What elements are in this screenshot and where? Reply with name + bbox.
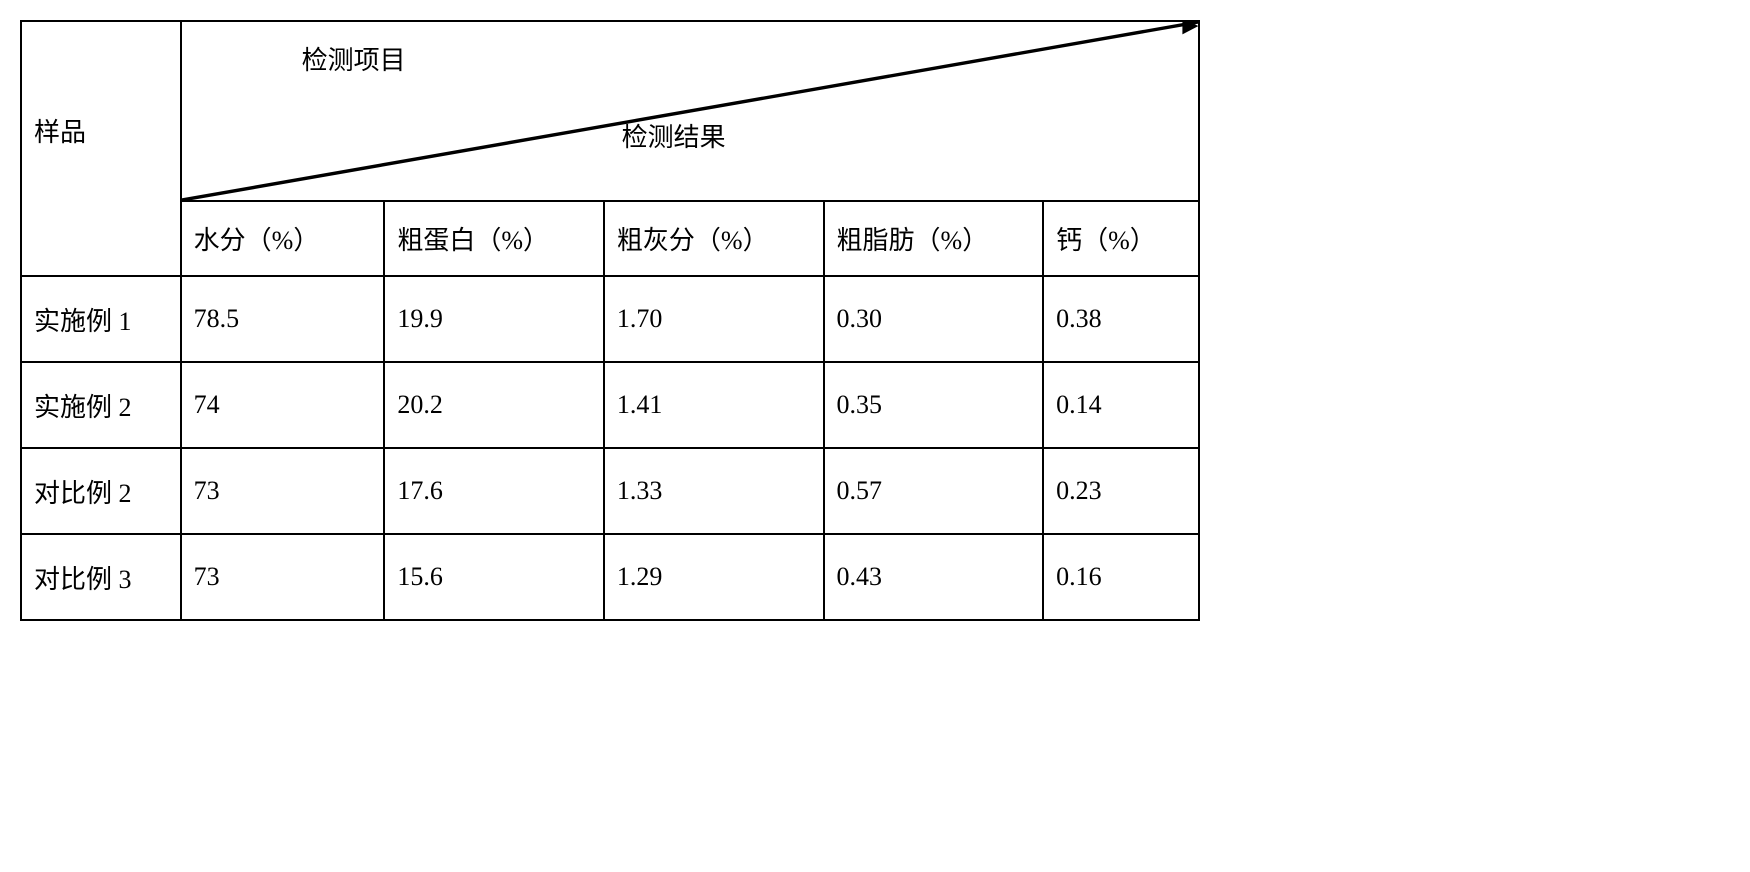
cell-value: 1.41	[604, 362, 824, 448]
sample-label: 样品	[34, 118, 86, 147]
column-header-fat: 粗脂肪（%）	[824, 201, 1044, 276]
column-header-protein: 粗蛋白（%）	[384, 201, 604, 276]
cell-value: 0.43	[824, 534, 1044, 620]
cell-value: 0.14	[1043, 362, 1199, 448]
cell-sample: 实施例 2	[21, 362, 181, 448]
cell-value: 0.23	[1043, 448, 1199, 534]
cell-value: 73	[181, 448, 385, 534]
table-row: 对比例 3 73 15.6 1.29 0.43 0.16	[21, 534, 1199, 620]
detection-results-label: 检测结果	[622, 117, 726, 154]
cell-value: 1.70	[604, 276, 824, 362]
table-row: 实施例 1 78.5 19.9 1.70 0.30 0.38	[21, 276, 1199, 362]
cell-sample: 实施例 1	[21, 276, 181, 362]
cell-value: 0.38	[1043, 276, 1199, 362]
cell-value: 78.5	[181, 276, 385, 362]
diagonal-header-cell: 检测项目 检测结果	[181, 21, 1199, 201]
column-header-moisture: 水分（%）	[181, 201, 385, 276]
cell-sample: 对比例 3	[21, 534, 181, 620]
cell-value: 73	[181, 534, 385, 620]
cell-value: 0.30	[824, 276, 1044, 362]
table-row: 实施例 2 74 20.2 1.41 0.35 0.14	[21, 362, 1199, 448]
cell-value: 17.6	[384, 448, 604, 534]
cell-value: 0.57	[824, 448, 1044, 534]
cell-value: 19.9	[384, 276, 604, 362]
column-header-calcium: 钙（%）	[1043, 201, 1199, 276]
cell-value: 20.2	[384, 362, 604, 448]
column-header-ash: 粗灰分（%）	[604, 201, 824, 276]
cell-value: 15.6	[384, 534, 604, 620]
cell-sample: 对比例 2	[21, 448, 181, 534]
cell-value: 74	[181, 362, 385, 448]
header-row-1: 样品 检测项目 检测结果	[21, 21, 1199, 201]
cell-value: 1.29	[604, 534, 824, 620]
sample-header-cell: 样品	[21, 21, 181, 276]
cell-value: 1.33	[604, 448, 824, 534]
results-table: 样品 检测项目 检测结果 水分（%） 粗蛋白（%） 粗灰分（%） 粗脂肪（%） …	[20, 20, 1200, 621]
header-row-2: 水分（%） 粗蛋白（%） 粗灰分（%） 粗脂肪（%） 钙（%）	[21, 201, 1199, 276]
cell-value: 0.35	[824, 362, 1044, 448]
cell-value: 0.16	[1043, 534, 1199, 620]
table-row: 对比例 2 73 17.6 1.33 0.57 0.23	[21, 448, 1199, 534]
detection-items-label: 检测项目	[302, 40, 406, 77]
